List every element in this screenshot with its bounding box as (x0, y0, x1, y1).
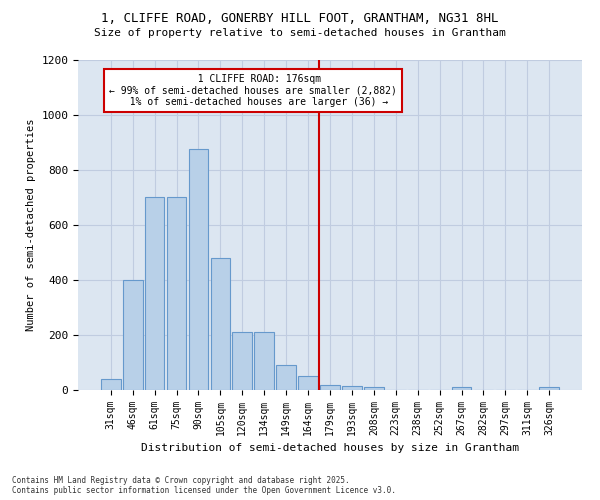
X-axis label: Distribution of semi-detached houses by size in Grantham: Distribution of semi-detached houses by … (141, 444, 519, 454)
Bar (167, 198, 187, 390)
Bar (101, 379, 121, 390)
Text: 1, CLIFFE ROAD, GONERBY HILL FOOT, GRANTHAM, NG31 8HL: 1, CLIFFE ROAD, GONERBY HILL FOOT, GRANT… (101, 12, 499, 26)
Bar (276, 365, 296, 390)
Bar (342, 386, 362, 390)
Bar (539, 387, 559, 390)
Bar (145, 198, 164, 390)
Bar (188, 150, 208, 390)
Text: Size of property relative to semi-detached houses in Grantham: Size of property relative to semi-detach… (94, 28, 506, 38)
Text: 1 CLIFFE ROAD: 176sqm
← 99% of semi-detached houses are smaller (2,882)
  1% of : 1 CLIFFE ROAD: 176sqm ← 99% of semi-deta… (109, 74, 397, 107)
Bar (232, 332, 252, 390)
Bar (123, 280, 143, 390)
Bar (254, 332, 274, 390)
Y-axis label: Number of semi-detached properties: Number of semi-detached properties (26, 118, 36, 331)
Bar (452, 387, 472, 390)
Bar (364, 387, 384, 390)
Text: Contains HM Land Registry data © Crown copyright and database right 2025.
Contai: Contains HM Land Registry data © Crown c… (12, 476, 396, 495)
Bar (211, 258, 230, 390)
Bar (320, 384, 340, 390)
Bar (298, 376, 318, 390)
